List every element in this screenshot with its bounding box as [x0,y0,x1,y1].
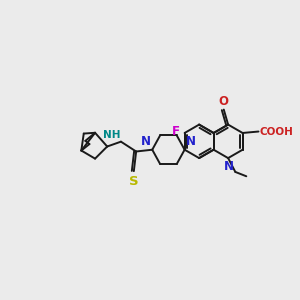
Text: F: F [171,125,179,138]
Text: COOH: COOH [260,127,293,136]
Text: N: N [224,160,234,173]
Text: O: O [218,95,228,108]
Text: N: N [141,135,151,148]
Text: N: N [186,135,196,148]
Text: NH: NH [103,130,120,140]
Text: S: S [129,175,139,188]
